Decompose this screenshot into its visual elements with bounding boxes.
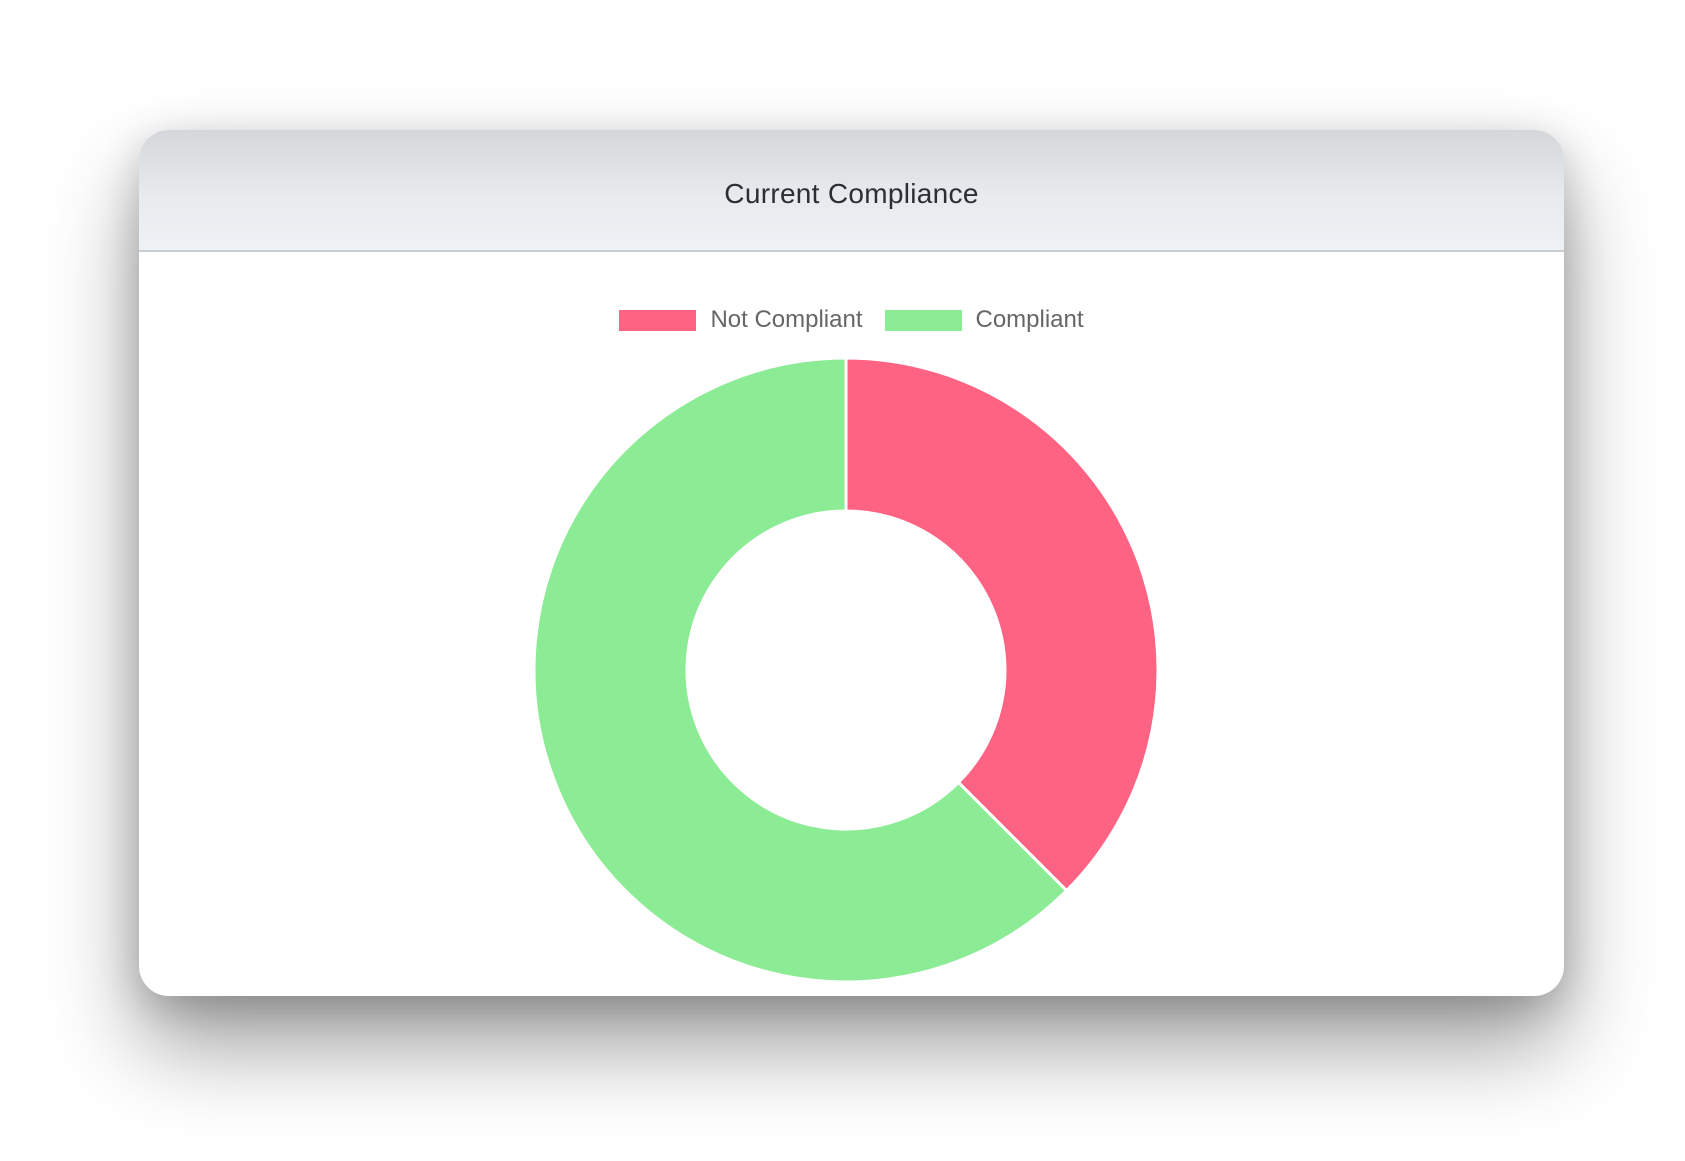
legend-item-compliant[interactable]: Compliant	[884, 306, 1084, 334]
slice-not-compliant[interactable]	[844, 356, 1160, 893]
chart-legend: Not Compliant Compliant	[139, 306, 1564, 334]
legend-label-compliant: Compliant	[975, 306, 1084, 333]
slice-compliant[interactable]	[532, 356, 1069, 984]
chart-card: Current Compliance Not Compliant Complia…	[139, 130, 1564, 996]
legend-swatch-not-compliant	[619, 309, 697, 331]
legend-label-not-compliant: Not Compliant	[710, 306, 863, 333]
card-header: Current Compliance	[139, 130, 1564, 252]
card-title: Current Compliance	[724, 178, 979, 209]
legend-item-not-compliant[interactable]: Not Compliant	[619, 306, 863, 334]
doughnut-chart	[532, 356, 1160, 984]
legend-swatch-compliant	[884, 309, 962, 331]
